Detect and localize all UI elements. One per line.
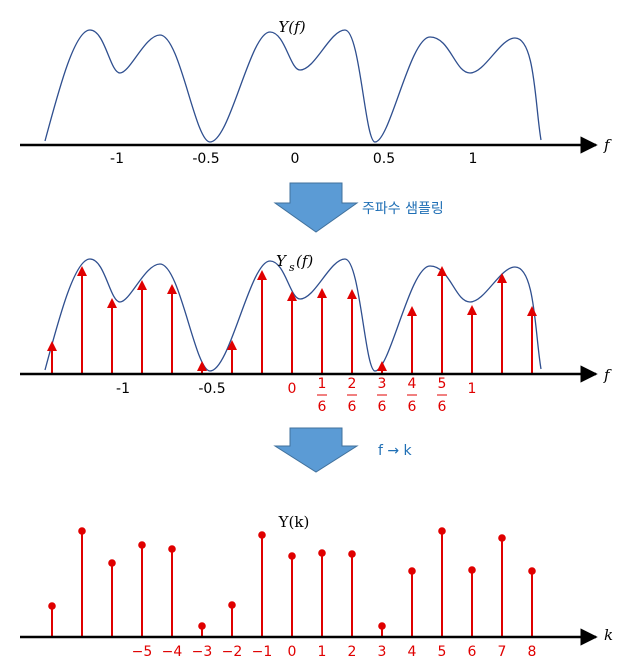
stem-dot xyxy=(438,527,446,535)
fraction-numerator: 3 xyxy=(378,376,387,392)
x-tick-label: 4 xyxy=(408,644,417,660)
stem-dot xyxy=(498,534,506,542)
x-tick-label: 5 xyxy=(438,644,447,660)
spectrum-curve xyxy=(44,29,542,143)
x-tick-label: -1 xyxy=(110,151,124,167)
stem-dot xyxy=(348,550,356,558)
fraction-numerator: 5 xyxy=(438,376,447,392)
fraction-denominator: 6 xyxy=(408,399,417,415)
x-tick-label: 7 xyxy=(498,644,507,660)
x-tick-label: 0 xyxy=(288,644,297,660)
stem-dot xyxy=(228,601,236,609)
panel1-title: Y(f) xyxy=(278,18,305,36)
stem-dot xyxy=(378,622,386,630)
x-tick-label: 8 xyxy=(528,644,537,660)
stem-dot xyxy=(258,531,266,539)
stem-dot xyxy=(528,567,536,575)
x-tick-label: 6 xyxy=(468,644,477,660)
stem-dot xyxy=(468,566,476,574)
down-arrow xyxy=(273,427,359,473)
x-tick-label: 0 xyxy=(288,381,297,397)
fraction-denominator: 6 xyxy=(438,399,447,415)
axis-label: f xyxy=(603,136,612,154)
panel2-title-argument: (f) xyxy=(296,252,313,270)
x-tick-label: -0.5 xyxy=(198,381,225,397)
stem-dot xyxy=(108,559,116,567)
arrow-label: 주파수 샘플링 xyxy=(362,201,444,217)
panel2-title: Y xyxy=(276,252,288,270)
down-arrow xyxy=(273,182,359,233)
panel2-title-subscript: s xyxy=(289,261,295,274)
fraction-numerator: 4 xyxy=(408,376,417,392)
x-tick-label: −5 xyxy=(132,644,153,660)
panel3-title: Y(k) xyxy=(278,513,310,531)
stem-dot xyxy=(288,552,296,560)
x-tick-label: 2 xyxy=(348,644,357,660)
stem-dot xyxy=(318,549,326,557)
sampled-stems xyxy=(47,266,537,374)
x-tick-label: −3 xyxy=(192,644,213,660)
discrete-stems xyxy=(48,527,536,637)
stem-dot xyxy=(198,622,206,630)
stem-dot xyxy=(78,527,86,535)
x-tick-label: −1 xyxy=(252,644,273,660)
axis-label: k xyxy=(604,626,613,644)
x-tick-label: 3 xyxy=(378,644,387,660)
fraction-numerator: 1 xyxy=(318,376,327,392)
fraction-numerator: 2 xyxy=(348,376,357,392)
x-tick-label: −2 xyxy=(222,644,243,660)
stem-dot xyxy=(408,567,416,575)
arrow-label: f → k xyxy=(378,443,413,459)
x-tick-label: 1 xyxy=(469,151,478,167)
x-tick-label: 1 xyxy=(468,381,477,397)
stem-dot xyxy=(48,602,56,610)
x-tick-label: -0.5 xyxy=(192,151,219,167)
x-tick-label: -1 xyxy=(116,381,130,397)
x-tick-label: 0.5 xyxy=(373,151,395,167)
x-tick-label: 1 xyxy=(318,644,327,660)
fraction-denominator: 6 xyxy=(378,399,387,415)
fraction-denominator: 6 xyxy=(348,399,357,415)
fraction-denominator: 6 xyxy=(318,399,327,415)
x-tick-label: −4 xyxy=(162,644,183,660)
x-tick-label: 0 xyxy=(291,151,300,167)
stem-dot xyxy=(138,541,146,549)
stem-dot xyxy=(168,545,176,553)
axis-label: f xyxy=(603,366,612,384)
